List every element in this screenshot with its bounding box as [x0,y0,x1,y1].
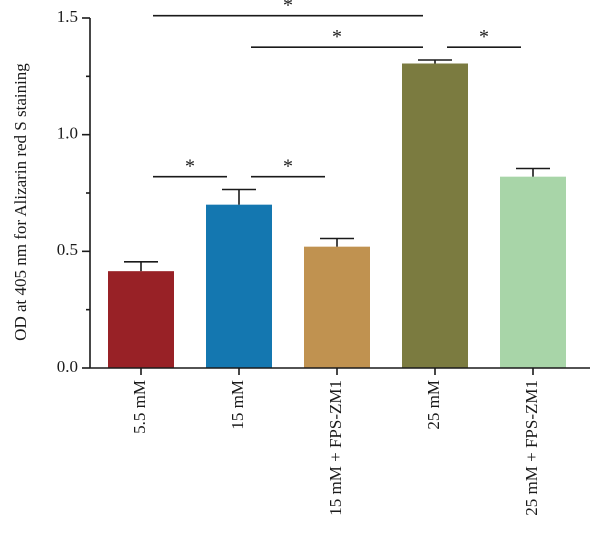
bars [108,63,566,368]
y-axis-title: OD at 405 nm for Alizarin red S staining [11,63,30,341]
significance-star-2: * [283,156,293,178]
significance-star-3: * [283,0,293,17]
x-tick-label: 25 mM [424,380,443,430]
significance-star-1: * [185,156,195,178]
x-tick-label: 15 mM + FPS-ZM1 [326,380,345,516]
x-tick-label: 25 mM + FPS-ZM1 [522,380,541,516]
y-tick-label: 0.0 [57,357,78,376]
y-tick-label: 0.5 [57,240,78,259]
bar-2 [206,204,272,368]
y-tick-label: 1.0 [57,124,78,143]
x-ticks: 5.5 mM 15 mM 15 mM + FPS-ZM1 25 mM 25 mM + F… [130,368,541,516]
y-ticks: 0.0 0.5 1.0 1.5 [57,7,90,376]
y-tick-label: 1.5 [57,7,78,26]
bar-1 [108,271,174,368]
significance-star-4: * [332,26,342,48]
x-tick-label: 15 mM [228,380,247,430]
significance-star-5: * [479,26,489,48]
significance-markers: * * * * * [153,0,521,178]
x-tick-label: 5.5 mM [130,380,149,434]
bar-3 [304,246,370,368]
y-axis-title-group: OD at 405 nm for Alizarin red S staining [11,63,30,341]
error-bars [124,59,550,272]
bar-5 [500,176,566,368]
bar-4 [402,63,468,368]
